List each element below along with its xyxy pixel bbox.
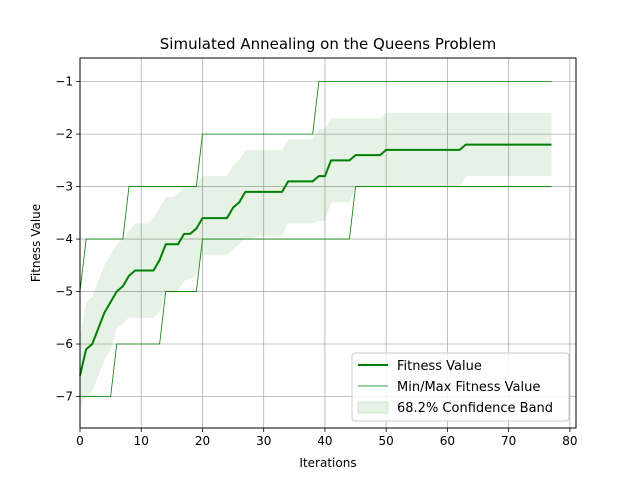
legend-label-fitness: Fitness Value bbox=[397, 359, 482, 374]
legend-box bbox=[351, 352, 570, 422]
max-fitness-line bbox=[79, 81, 552, 292]
x-tick-label: 10 bbox=[134, 434, 149, 448]
y-tick-label: −1 bbox=[55, 75, 73, 89]
chart-title: Simulated Annealing on the Queens Proble… bbox=[160, 35, 496, 53]
y-tick-label: −7 bbox=[55, 390, 73, 404]
series-lines-layer bbox=[79, 81, 552, 397]
y-tick-label: −4 bbox=[55, 232, 73, 246]
fitness-value-line bbox=[79, 143, 552, 376]
y-tick-label: −5 bbox=[55, 285, 73, 299]
x-tick-label: 30 bbox=[256, 434, 271, 448]
y-tick-label: −3 bbox=[55, 180, 73, 194]
axis-ticks: 0 10 20 30 40 50 60 70 80 −7 −6 −5 −4 −3 −2 −1 bbox=[55, 75, 577, 448]
plot-frame bbox=[79, 57, 577, 429]
y-tick-label: −6 bbox=[55, 337, 73, 351]
x-tick-label: 60 bbox=[440, 434, 455, 448]
x-tick-label: 50 bbox=[379, 434, 394, 448]
x-tick-label: 20 bbox=[195, 434, 210, 448]
y-axis-label: Fitness Value bbox=[29, 204, 43, 282]
x-tick-label: 0 bbox=[76, 434, 84, 448]
min-fitness-line bbox=[80, 186, 552, 397]
x-tick-label: 70 bbox=[501, 434, 516, 448]
x-tick-label: 40 bbox=[317, 434, 332, 448]
legend-label-minmax: Min/Max Fitness Value bbox=[397, 380, 540, 395]
confidence-band-layer bbox=[80, 113, 552, 408]
y-tick-label: −2 bbox=[55, 127, 73, 141]
x-axis-label: Iterations bbox=[299, 456, 356, 470]
confidence-band bbox=[80, 113, 552, 408]
legend: Fitness Value Min/Max Fitness Value 68.2… bbox=[351, 352, 570, 422]
legend-label-band: 68.2% Confidence Band bbox=[397, 401, 553, 416]
legend-swatch-band bbox=[357, 401, 389, 414]
x-tick-label: 80 bbox=[562, 434, 577, 448]
